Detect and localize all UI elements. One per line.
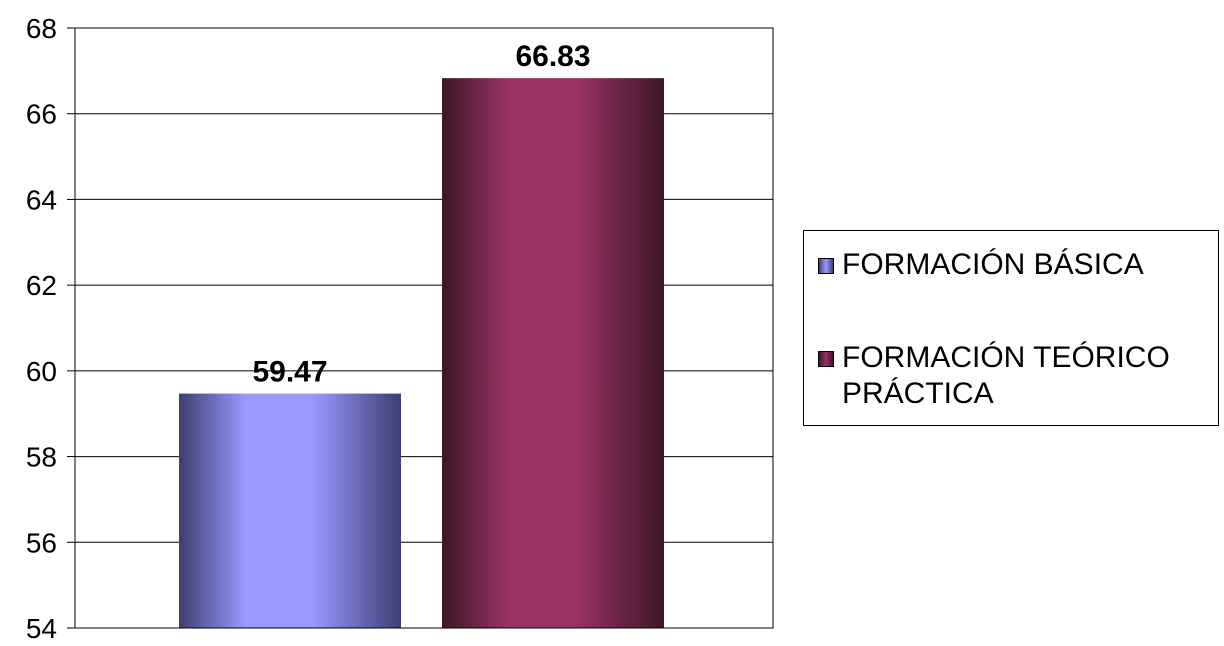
bars: [179, 78, 664, 628]
y-tick-label: 64: [26, 184, 57, 215]
legend-item-formacion-basica: FORMACIÓN BÁSICA: [818, 247, 1144, 283]
data-labels: 59.47 66.83: [252, 40, 590, 388]
legend: FORMACIÓN BÁSICA FORMACIÓN TEÓRICO PRÁCT…: [803, 230, 1219, 426]
legend-item-formacion-teorico-practica: FORMACIÓN TEÓRICO PRÁCTICA: [818, 340, 1170, 412]
data-label: 59.47: [252, 356, 327, 389]
y-tick-label: 66: [26, 99, 57, 130]
data-label: 66.83: [515, 40, 590, 73]
bar-formacion-basica: [179, 393, 401, 628]
y-tick-label: 68: [26, 13, 57, 44]
y-tick-label: 60: [26, 356, 57, 387]
y-tick-label: 54: [26, 613, 57, 641]
legend-label: FORMACIÓN TEÓRICO PRÁCTICA: [842, 341, 1170, 410]
plot-area-frame: [74, 27, 774, 629]
bar-formacion-teorico-practica: [442, 78, 664, 628]
y-tick-label: 58: [26, 442, 57, 473]
y-tick-label: 56: [26, 527, 57, 558]
legend-swatch: [818, 351, 834, 367]
legend-swatch: [818, 258, 834, 274]
y-axis-ticks: 54 56 58 60 62 64 66 68: [26, 13, 75, 644]
y-tick-label: 62: [26, 270, 57, 301]
legend-label: FORMACIÓN BÁSICA: [842, 248, 1144, 281]
